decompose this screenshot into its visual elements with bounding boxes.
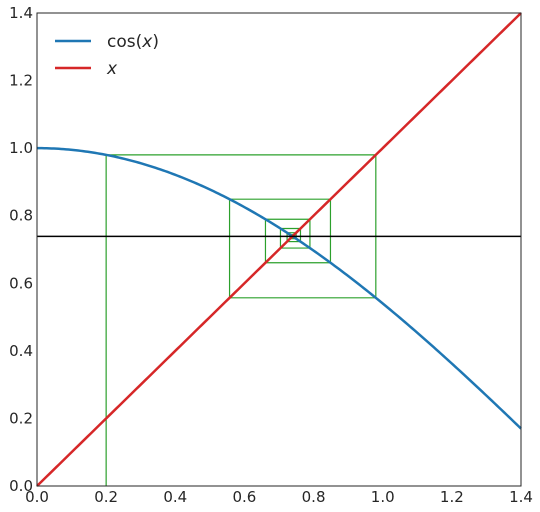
y-tick-label: 0.4 bbox=[9, 342, 33, 360]
x-tick-label: 0.2 bbox=[94, 488, 118, 506]
plot-area bbox=[36, 12, 522, 487]
legend: cos(x) x bbox=[55, 32, 159, 79]
x-tick-label: 0.0 bbox=[25, 488, 49, 506]
y-tick-label: 0.0 bbox=[9, 477, 33, 495]
y-tick-label: 1.2 bbox=[9, 72, 33, 90]
series-line-x bbox=[36, 12, 522, 487]
x-tick-label: 0.4 bbox=[163, 488, 187, 506]
y-tick-label: 1.0 bbox=[9, 139, 33, 157]
y-axis-ticks: 0.0 0.2 0.4 0.6 0.8 1.0 1.2 1.4 bbox=[9, 4, 33, 495]
x-axis-ticks: 0.0 0.2 0.4 0.6 0.8 1.0 1.2 1.4 bbox=[25, 488, 533, 506]
y-tick-label: 0.8 bbox=[9, 207, 33, 225]
x-tick-label: 0.6 bbox=[232, 488, 256, 506]
x-tick-label: 1.2 bbox=[440, 488, 464, 506]
x-tick-label: 1.0 bbox=[371, 488, 395, 506]
series-line-cos bbox=[36, 146, 522, 430]
y-tick-label: 0.6 bbox=[9, 274, 33, 292]
y-tick-label: 0.2 bbox=[9, 409, 33, 427]
x-tick-label: 0.8 bbox=[302, 488, 326, 506]
x-tick-label: 1.4 bbox=[509, 488, 533, 506]
axes-frame bbox=[36, 12, 522, 487]
legend-label-cos: cos(x) bbox=[107, 32, 159, 52]
y-tick-label: 1.4 bbox=[9, 4, 33, 22]
legend-label-x: x bbox=[106, 59, 118, 79]
